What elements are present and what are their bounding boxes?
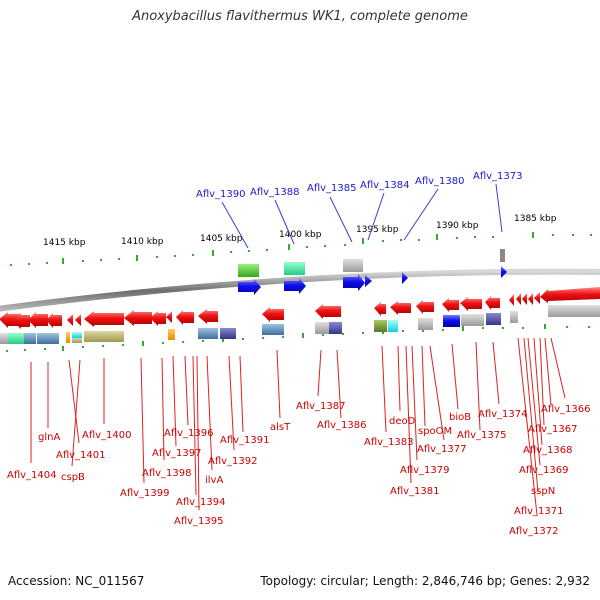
gene-label: Aflv_1387 [296, 401, 346, 412]
gene-arrow-forward [402, 272, 408, 284]
kbp-label: 1410 kbp [121, 237, 164, 247]
gene-label: Aflv_1384 [360, 180, 410, 191]
gene-label: deoD [389, 416, 416, 427]
gene-label: Aflv_1388 [250, 187, 300, 198]
gene-label: Aflv_1369 [519, 465, 569, 476]
reverse-strand-categories [0, 305, 600, 344]
gene-label: Aflv_1368 [523, 445, 573, 456]
map-title: Anoxybacillus flavithermus WK1, complete… [132, 9, 468, 24]
gene-label: ilvA [205, 475, 223, 486]
gene-label: Aflv_1379 [400, 465, 450, 476]
reverse-strand-genes [0, 287, 600, 329]
gene-label: bioB [449, 412, 471, 423]
gene-label: Aflv_1374 [478, 409, 528, 420]
gene-arrow-forward [343, 274, 365, 291]
gene-label: Aflv_1372 [509, 526, 559, 537]
gene-label: Aflv_1381 [390, 486, 440, 497]
gene-label: spoOM [418, 426, 452, 437]
gene-label: Aflv_1400 [82, 430, 132, 441]
outer-scale-ticks [10, 232, 592, 266]
gene-label: Aflv_1391 [220, 435, 270, 446]
gene-label: Aflv_1367 [528, 424, 578, 435]
gene-label: Aflv_1380 [415, 176, 465, 187]
kbp-label: 1405 kbp [200, 234, 243, 244]
gene-label: Aflv_1373 [473, 171, 523, 182]
gene-arrow-forward [238, 279, 261, 295]
gene-arrow-forward [501, 266, 507, 278]
gene-arrow-forward [284, 278, 306, 294]
kbp-label: 1390 kbp [436, 221, 479, 231]
gene-label: Aflv_1404 [7, 470, 57, 481]
kbp-label: 1400 kbp [279, 230, 322, 240]
gene-label: Aflv_1392 [208, 456, 258, 467]
bottom-gene-labels: Aflv_1404 glnA Aflv_1401 cspB Aflv_1400 … [7, 401, 591, 537]
top-gene-labels: Aflv_1390 Aflv_1388 Aflv_1385 Aflv_1384 … [196, 171, 523, 200]
kbp-scale-labels: 1415 kbp 1410 kbp 1405 kbp 1400 kbp 1395… [43, 214, 557, 248]
inner-scale-ticks [6, 324, 590, 352]
kbp-label: 1415 kbp [43, 238, 86, 248]
gene-arrow-forward [365, 275, 372, 287]
forward-strand-genes [238, 266, 507, 295]
gene-label: Aflv_1386 [317, 420, 367, 431]
gene-label: sspN [531, 486, 555, 497]
gene-label: Aflv_1397 [152, 448, 202, 459]
gene-label: Aflv_1401 [56, 450, 106, 461]
gene-label: Aflv_1371 [514, 506, 564, 517]
kbp-label: 1385 kbp [514, 214, 557, 224]
gene-label: Aflv_1385 [307, 183, 357, 194]
gene-label: Aflv_1398 [142, 468, 192, 479]
gene-label: Aflv_1390 [196, 189, 246, 200]
top-label-leaders [221, 183, 503, 249]
accession-text: Accession: NC_011567 [8, 574, 145, 588]
gene-label: Aflv_1366 [541, 404, 591, 415]
bottom-label-leaders [30, 337, 566, 516]
gene-label: Aflv_1383 [364, 437, 414, 448]
forward-strand-categories [238, 249, 505, 277]
gene-label: alsT [270, 422, 291, 433]
gene-label: Aflv_1377 [417, 444, 467, 455]
genome-summary-text: Topology: circular; Length: 2,846,746 bp… [260, 574, 590, 588]
gene-label: Aflv_1395 [174, 516, 224, 527]
gene-label: glnA [38, 432, 60, 443]
gene-label: Aflv_1399 [120, 488, 170, 499]
gene-label: Aflv_1375 [457, 430, 507, 441]
kbp-label: 1395 kbp [356, 225, 399, 235]
gene-label: Aflv_1396 [164, 428, 214, 439]
gene-label: Aflv_1394 [176, 497, 226, 508]
gene-label: cspB [61, 472, 85, 483]
